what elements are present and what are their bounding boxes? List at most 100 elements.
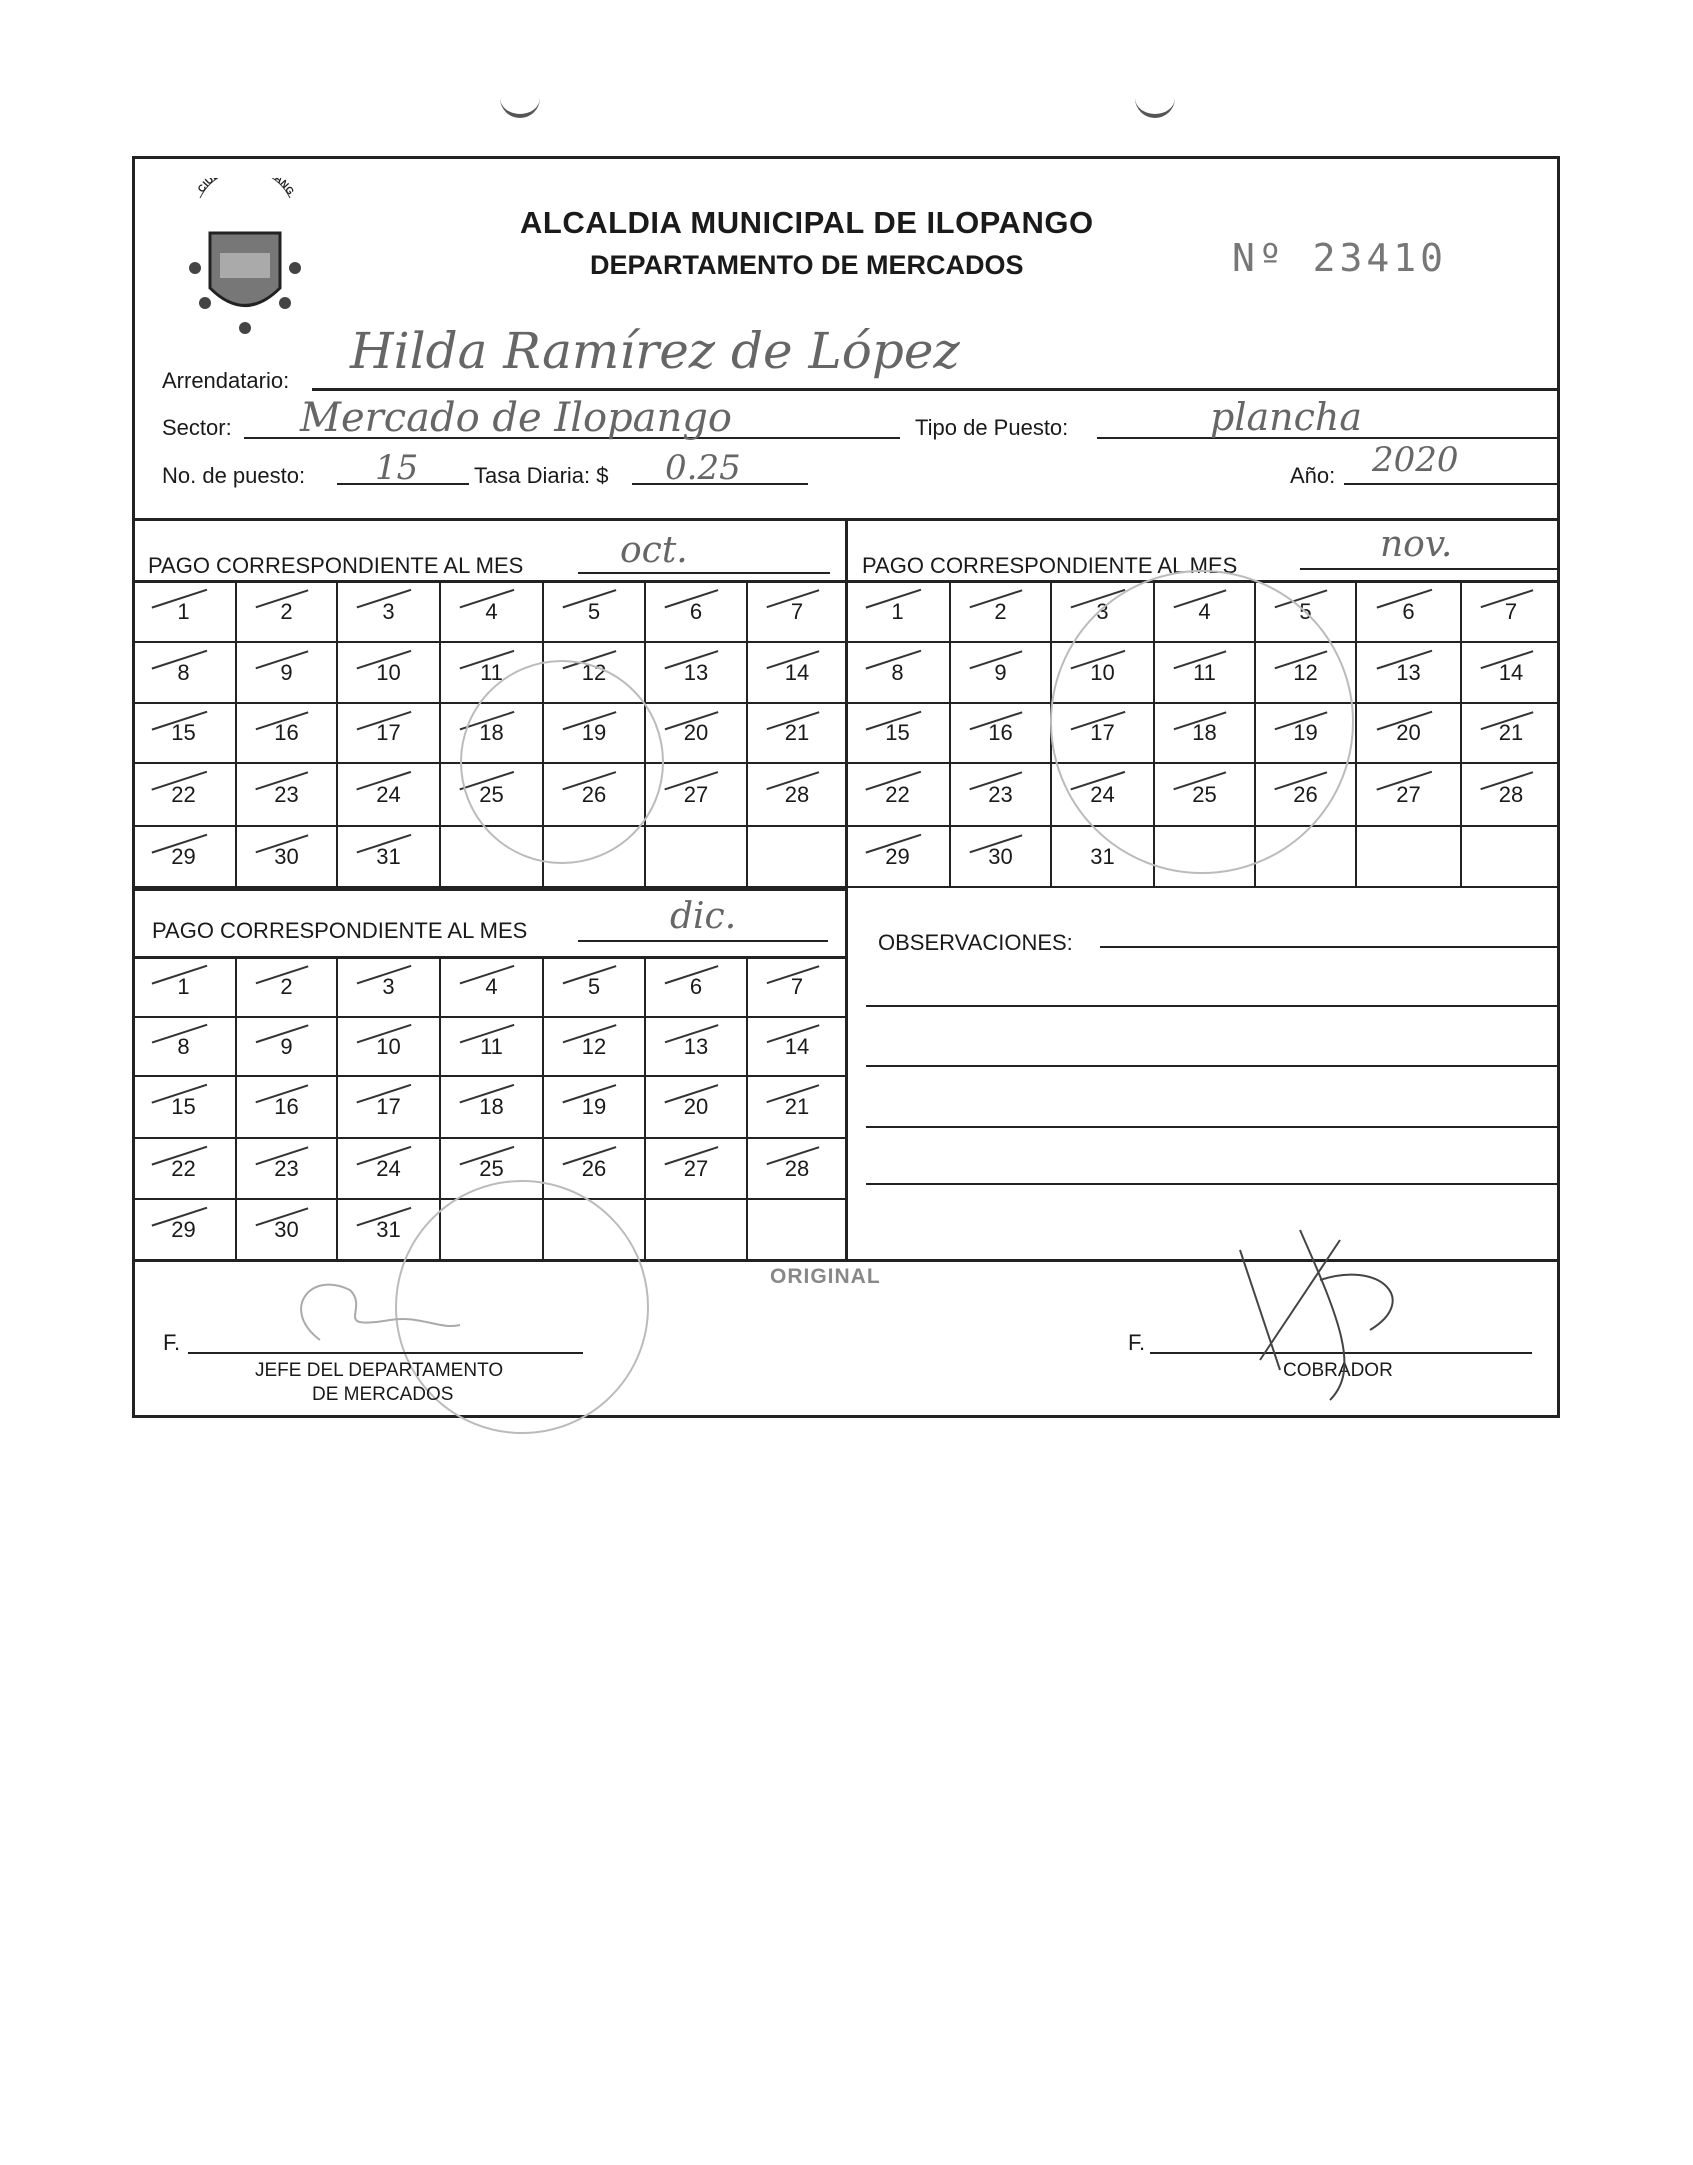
day-cell[interactable]: 2: [237, 958, 338, 1018]
day-cell[interactable]: 14: [748, 1018, 846, 1077]
sector-value[interactable]: Mercado de Ilopango: [300, 395, 732, 441]
day-cell[interactable]: 13: [646, 643, 748, 704]
day-cell[interactable]: 28: [748, 764, 846, 827]
day-cell[interactable]: 3: [338, 582, 441, 643]
day-cell[interactable]: 7: [1462, 582, 1560, 643]
empty-cell[interactable]: [1462, 827, 1560, 888]
empty-cell[interactable]: [1256, 827, 1357, 888]
day-cell[interactable]: 4: [441, 582, 544, 643]
day-cell[interactable]: 7: [748, 958, 846, 1018]
page-title: ALCALDIA MUNICIPAL DE ILOPANGO: [520, 205, 1094, 240]
official-stamp: [1050, 570, 1354, 874]
day-cell[interactable]: 8: [132, 1018, 237, 1077]
day-cell[interactable]: 7: [748, 582, 846, 643]
empty-cell[interactable]: [544, 827, 646, 888]
day-cell[interactable]: 8: [846, 643, 951, 704]
arrendatario-value[interactable]: Hilda Ramírez de López: [350, 322, 960, 380]
day-cell[interactable]: 21: [748, 704, 846, 764]
day-cell[interactable]: 24: [338, 1139, 441, 1200]
day-cell[interactable]: 22: [132, 1139, 237, 1200]
day-cell[interactable]: 2: [237, 582, 338, 643]
day-cell[interactable]: 10: [338, 1018, 441, 1077]
day-cell[interactable]: 19: [544, 1077, 646, 1139]
empty-cell[interactable]: [646, 1200, 748, 1261]
day-cell[interactable]: 4: [441, 958, 544, 1018]
day-cell[interactable]: 10: [338, 643, 441, 704]
day-cell[interactable]: 15: [846, 704, 951, 764]
day-cell[interactable]: 6: [646, 582, 748, 643]
day-cell[interactable]: 30: [951, 827, 1052, 888]
day-cell[interactable]: 23: [237, 1139, 338, 1200]
day-cell[interactable]: 16: [237, 1077, 338, 1139]
day-cell[interactable]: 9: [951, 643, 1052, 704]
day-cell[interactable]: 21: [748, 1077, 846, 1139]
day-cell[interactable]: 15: [132, 1077, 237, 1139]
day-cell[interactable]: 17: [338, 1077, 441, 1139]
day-cell[interactable]: 14: [748, 643, 846, 704]
empty-cell[interactable]: [748, 1200, 846, 1261]
day-cell[interactable]: 18: [441, 1077, 544, 1139]
empty-cell[interactable]: [646, 827, 748, 888]
day-cell[interactable]: 22: [846, 764, 951, 827]
day-cell[interactable]: 31: [338, 827, 441, 888]
day-cell[interactable]: 15: [132, 704, 237, 764]
month-1-value[interactable]: oct.: [620, 530, 688, 571]
observaciones-line[interactable]: [866, 1065, 1560, 1067]
divider: [132, 888, 846, 891]
day-cell[interactable]: 29: [846, 827, 951, 888]
day-cell[interactable]: 2: [951, 582, 1052, 643]
observaciones-line[interactable]: [866, 1126, 1560, 1128]
day-cell[interactable]: 20: [1357, 704, 1462, 764]
day-cell[interactable]: 5: [544, 958, 646, 1018]
day-cell[interactable]: 28: [1462, 764, 1560, 827]
day-cell[interactable]: 13: [1357, 643, 1462, 704]
day-cell[interactable]: 13: [646, 1018, 748, 1077]
day-cell[interactable]: 8: [132, 643, 237, 704]
observaciones-line[interactable]: [866, 1005, 1560, 1007]
day-cell[interactable]: 22: [132, 764, 237, 827]
day-cell[interactable]: 27: [646, 764, 748, 827]
day-cell[interactable]: 30: [237, 1200, 338, 1261]
day-cell[interactable]: 16: [951, 704, 1052, 764]
day-cell[interactable]: 29: [132, 827, 237, 888]
day-cell[interactable]: 1: [846, 582, 951, 643]
day-cell[interactable]: 1: [132, 582, 237, 643]
day-cell[interactable]: 26: [544, 1139, 646, 1200]
day-cell[interactable]: 9: [237, 1018, 338, 1077]
day-cell[interactable]: 30: [237, 827, 338, 888]
day-cell[interactable]: 6: [1357, 582, 1462, 643]
anio-value[interactable]: 2020: [1372, 440, 1459, 480]
empty-cell[interactable]: [748, 827, 846, 888]
day-cell[interactable]: 24: [338, 764, 441, 827]
observaciones-line[interactable]: [1100, 946, 1560, 948]
day-cell[interactable]: 11: [441, 1018, 544, 1077]
day-cell[interactable]: 27: [646, 1139, 748, 1200]
month-2-value[interactable]: nov.: [1380, 524, 1453, 565]
day-cell[interactable]: 9: [237, 643, 338, 704]
day-cell[interactable]: 6: [646, 958, 748, 1018]
empty-cell[interactable]: [1357, 827, 1462, 888]
day-cell[interactable]: 16: [237, 704, 338, 764]
day-cell[interactable]: 14: [1462, 643, 1560, 704]
day-cell[interactable]: 20: [646, 704, 748, 764]
day-cell[interactable]: 20: [646, 1077, 748, 1139]
day-cell[interactable]: 27: [1357, 764, 1462, 827]
payment-check-mark: [664, 710, 728, 758]
month-3-value[interactable]: dic.: [670, 896, 737, 937]
day-cell[interactable]: 17: [338, 704, 441, 764]
day-cell[interactable]: 29: [132, 1200, 237, 1261]
day-cell[interactable]: 23: [951, 764, 1052, 827]
day-cell[interactable]: 12: [544, 1018, 646, 1077]
puesto-value[interactable]: 15: [375, 448, 419, 488]
day-cell[interactable]: 28: [748, 1139, 846, 1200]
day-cell[interactable]: 23: [237, 764, 338, 827]
jefe-signature-line[interactable]: [188, 1352, 583, 1354]
day-cell[interactable]: 3: [338, 958, 441, 1018]
tasa-value[interactable]: 0.25: [665, 448, 741, 488]
observaciones-line[interactable]: [866, 1183, 1560, 1185]
day-cell[interactable]: 21: [1462, 704, 1560, 764]
cobrador-signature-line[interactable]: [1150, 1352, 1532, 1354]
day-cell[interactable]: 5: [544, 582, 646, 643]
day-cell[interactable]: 1: [132, 958, 237, 1018]
tipo-puesto-value[interactable]: plancha: [1210, 395, 1363, 439]
